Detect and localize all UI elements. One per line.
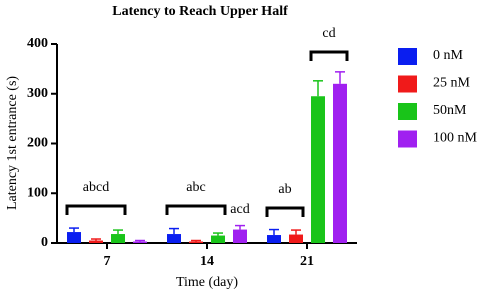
- annotation: abcd: [83, 180, 109, 195]
- bar: [167, 234, 181, 243]
- annotation: cd: [322, 26, 335, 41]
- x-tick-label: 7: [104, 254, 111, 269]
- legend-swatch: [398, 103, 417, 120]
- bar: [67, 232, 81, 243]
- annotation: acd: [230, 202, 249, 217]
- bar: [111, 234, 125, 243]
- significance-bracket: [65, 204, 127, 215]
- bar: [189, 241, 203, 243]
- x-tick-label: 14: [200, 254, 214, 269]
- chart-title: Latency to Reach Upper Half: [112, 4, 288, 19]
- y-tick-label: 0: [41, 235, 48, 250]
- x-tick-label: 21: [300, 254, 314, 269]
- annotation: abc: [186, 180, 205, 195]
- legend-swatch: [398, 130, 417, 148]
- significance-bracket: [165, 204, 227, 215]
- bar: [89, 240, 103, 243]
- bar: [333, 83, 347, 243]
- annotation: ab: [278, 182, 291, 197]
- x-axis-label: Time (day): [176, 275, 238, 290]
- bar: [311, 96, 325, 243]
- bar: [133, 241, 147, 243]
- significance-bracket: [265, 206, 305, 217]
- legend-swatch: [398, 75, 417, 93]
- legend-swatch: [398, 48, 417, 65]
- legend-label: 50nM: [433, 103, 467, 118]
- legend-label: 0 nM: [433, 48, 464, 63]
- bar: [267, 235, 281, 243]
- bar: [233, 229, 247, 243]
- bar: [289, 234, 303, 243]
- y-tick-label: 100: [27, 185, 48, 200]
- significance-bracket: [309, 50, 349, 61]
- y-tick-label: 300: [27, 86, 48, 101]
- bar: [211, 235, 225, 243]
- y-tick-label: 400: [27, 36, 48, 51]
- y-axis-label: Latency 1st entrance (s): [5, 76, 20, 210]
- legend-label: 100 nM: [433, 131, 478, 146]
- legend-label: 25 nM: [433, 76, 471, 91]
- y-tick-label: 200: [27, 136, 48, 151]
